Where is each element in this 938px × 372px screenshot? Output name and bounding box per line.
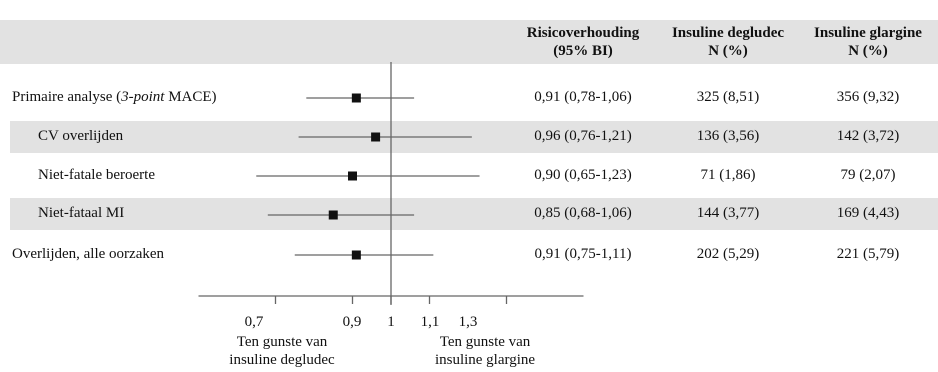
point-estimate-2 (348, 171, 357, 181)
row-label-all-cause-death: Overlijden, alle oorzaken (12, 246, 165, 262)
col-header-degludec-line1: Insuline degludec (671, 25, 785, 41)
row-band-3 (10, 198, 938, 230)
degludec-value-primary: 325 (8,51) (696, 89, 760, 105)
row-label-nonfatal-mi: Niet-fataal MI (38, 205, 125, 221)
col-header-glargine-line1: Insuline glargine (814, 25, 922, 41)
degludec-value-all-cause-death: 202 (5,29) (696, 246, 760, 262)
col-header-risk-line1: Risicoverhouding (526, 25, 640, 41)
favours-degludec-line2: insuline degludec (229, 352, 335, 368)
glargine-value-cv-death: 142 (3,72) (836, 128, 900, 144)
tick-label-4: 1,3 (458, 314, 478, 330)
col-header-risk-line2: (95% BI) (553, 43, 613, 59)
risk-value-nonfatal-mi: 0,85 (0,68-1,06) (534, 205, 632, 221)
row-label-cv-death: CV overlijden (38, 128, 124, 144)
col-header-risk: Risicoverhouding (95% BI) (508, 24, 658, 60)
row-label-primary-italic: 3-point (121, 89, 165, 105)
col-header-glargine-line2: N (%) (848, 43, 888, 59)
glargine-value-nonfatal-stroke: 79 (2,07) (840, 167, 896, 183)
degludec-value-nonfatal-mi: 144 (3,77) (696, 205, 760, 221)
tick-label-2: 1 (387, 314, 395, 330)
glargine-value-nonfatal-mi: 169 (4,43) (836, 205, 900, 221)
row-label-nonfatal-stroke: Niet-fatale beroerte (38, 167, 156, 183)
col-header-degludec-line2: N (%) (708, 43, 748, 59)
tick-label-1: 0,9 (342, 314, 362, 330)
glargine-value-all-cause-death: 221 (5,79) (836, 246, 900, 262)
point-estimate-1 (371, 132, 381, 142)
tick-label-0: 0,7 (244, 314, 264, 330)
favours-glargine-label: Ten gunste van insuline glargine (405, 333, 565, 369)
row-label-primary-suffix: MACE) (164, 89, 217, 105)
tick-label-3: 1,1 (420, 314, 440, 330)
row-band-1 (10, 121, 938, 153)
risk-value-primary: 0,91 (0,78-1,06) (534, 89, 632, 105)
risk-value-nonfatal-stroke: 0,90 (0,65-1,23) (534, 167, 632, 183)
favours-glargine-line2: insuline glargine (434, 352, 536, 368)
col-header-glargine: Insuline glargine N (%) (798, 24, 938, 60)
col-header-degludec: Insuline degludec N (%) (658, 24, 798, 60)
risk-value-all-cause-death: 0,91 (0,75-1,11) (534, 246, 632, 262)
point-estimate-3 (328, 210, 338, 220)
row-label-primary-prefix: Primaire analyse ( (12, 89, 122, 105)
glargine-value-primary: 356 (9,32) (836, 89, 900, 105)
degludec-value-cv-death: 136 (3,56) (696, 128, 760, 144)
header-band (0, 20, 938, 64)
point-estimate-4 (351, 250, 361, 260)
risk-value-cv-death: 0,96 (0,76-1,21) (534, 128, 632, 144)
point-estimate-0 (351, 93, 361, 103)
favours-degludec-line1: Ten gunste van (236, 334, 328, 350)
favours-degludec-label: Ten gunste van insuline degludec (202, 333, 362, 369)
favours-glargine-line1: Ten gunste van (439, 334, 531, 350)
row-label-primary: Primaire analyse (3-point MACE) (12, 89, 217, 106)
degludec-value-nonfatal-stroke: 71 (1,86) (700, 167, 756, 183)
